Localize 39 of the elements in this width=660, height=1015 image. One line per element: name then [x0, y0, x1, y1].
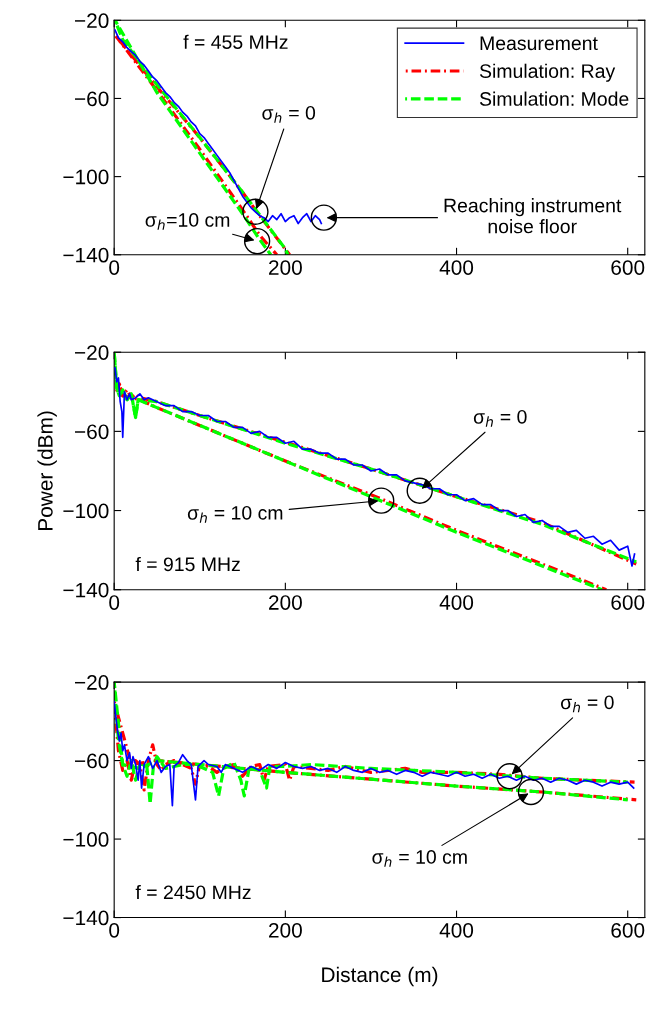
- y-tick-label: −20: [75, 675, 109, 690]
- y-tick-label: −20: [75, 13, 109, 29]
- x-tick-label: 200: [269, 922, 302, 938]
- x-tick-label: 400: [439, 595, 474, 610]
- annotation: σ$_{h}$ = 10 cm: [372, 850, 467, 867]
- legend-label: Simulation: Mode: [479, 91, 629, 106]
- y-tick-label: −140: [63, 247, 109, 263]
- legend-label: Measurement: [480, 36, 598, 51]
- legend-label: Simulation: Ray: [479, 63, 616, 82]
- annotation: σ$_{h}$=10 cm: [145, 213, 230, 230]
- x-tick-label: 0: [109, 595, 120, 610]
- annotation: f = 2450 MHz: [135, 884, 251, 900]
- x-tick-label: 200: [269, 595, 302, 610]
- x-axis-title: Distance (m): [322, 966, 438, 987]
- y-tick-label: −60: [75, 91, 109, 107]
- y-axis-title: Power (dBm): [37, 411, 57, 531]
- x-tick-label: 600: [611, 922, 645, 938]
- x-tick-label: 600: [611, 260, 645, 275]
- annotation: f = 915 MHz: [135, 556, 240, 572]
- y-tick-label: −100: [63, 503, 109, 519]
- annotation: σ$_{h}$ = 0: [560, 695, 614, 713]
- annotation: f = 455 MHz: [183, 34, 288, 49]
- y-tick-label: −140: [63, 582, 109, 598]
- x-tick-label: 600: [611, 595, 645, 610]
- y-tick-label: −60: [75, 753, 109, 769]
- y-tick-label: −20: [75, 345, 109, 360]
- annotation: Reaching instrument noise floor: [444, 198, 622, 234]
- y-tick-label: −140: [63, 910, 109, 926]
- y-tick-label: −60: [75, 424, 109, 440]
- x-tick-label: 0: [109, 260, 120, 275]
- annotation: σ$_{h}$ = 10 cm: [187, 505, 283, 523]
- x-tick-label: 0: [109, 922, 120, 938]
- x-tick-label: 400: [439, 260, 474, 275]
- y-tick-label: −100: [63, 832, 109, 847]
- x-tick-label: 400: [439, 922, 474, 938]
- annotation: σ$_{h}$ = 0: [262, 105, 316, 123]
- annotation: σ$_{h}$ = 0: [473, 409, 527, 427]
- y-tick-label: −100: [63, 169, 109, 185]
- x-tick-label: 200: [269, 260, 302, 275]
